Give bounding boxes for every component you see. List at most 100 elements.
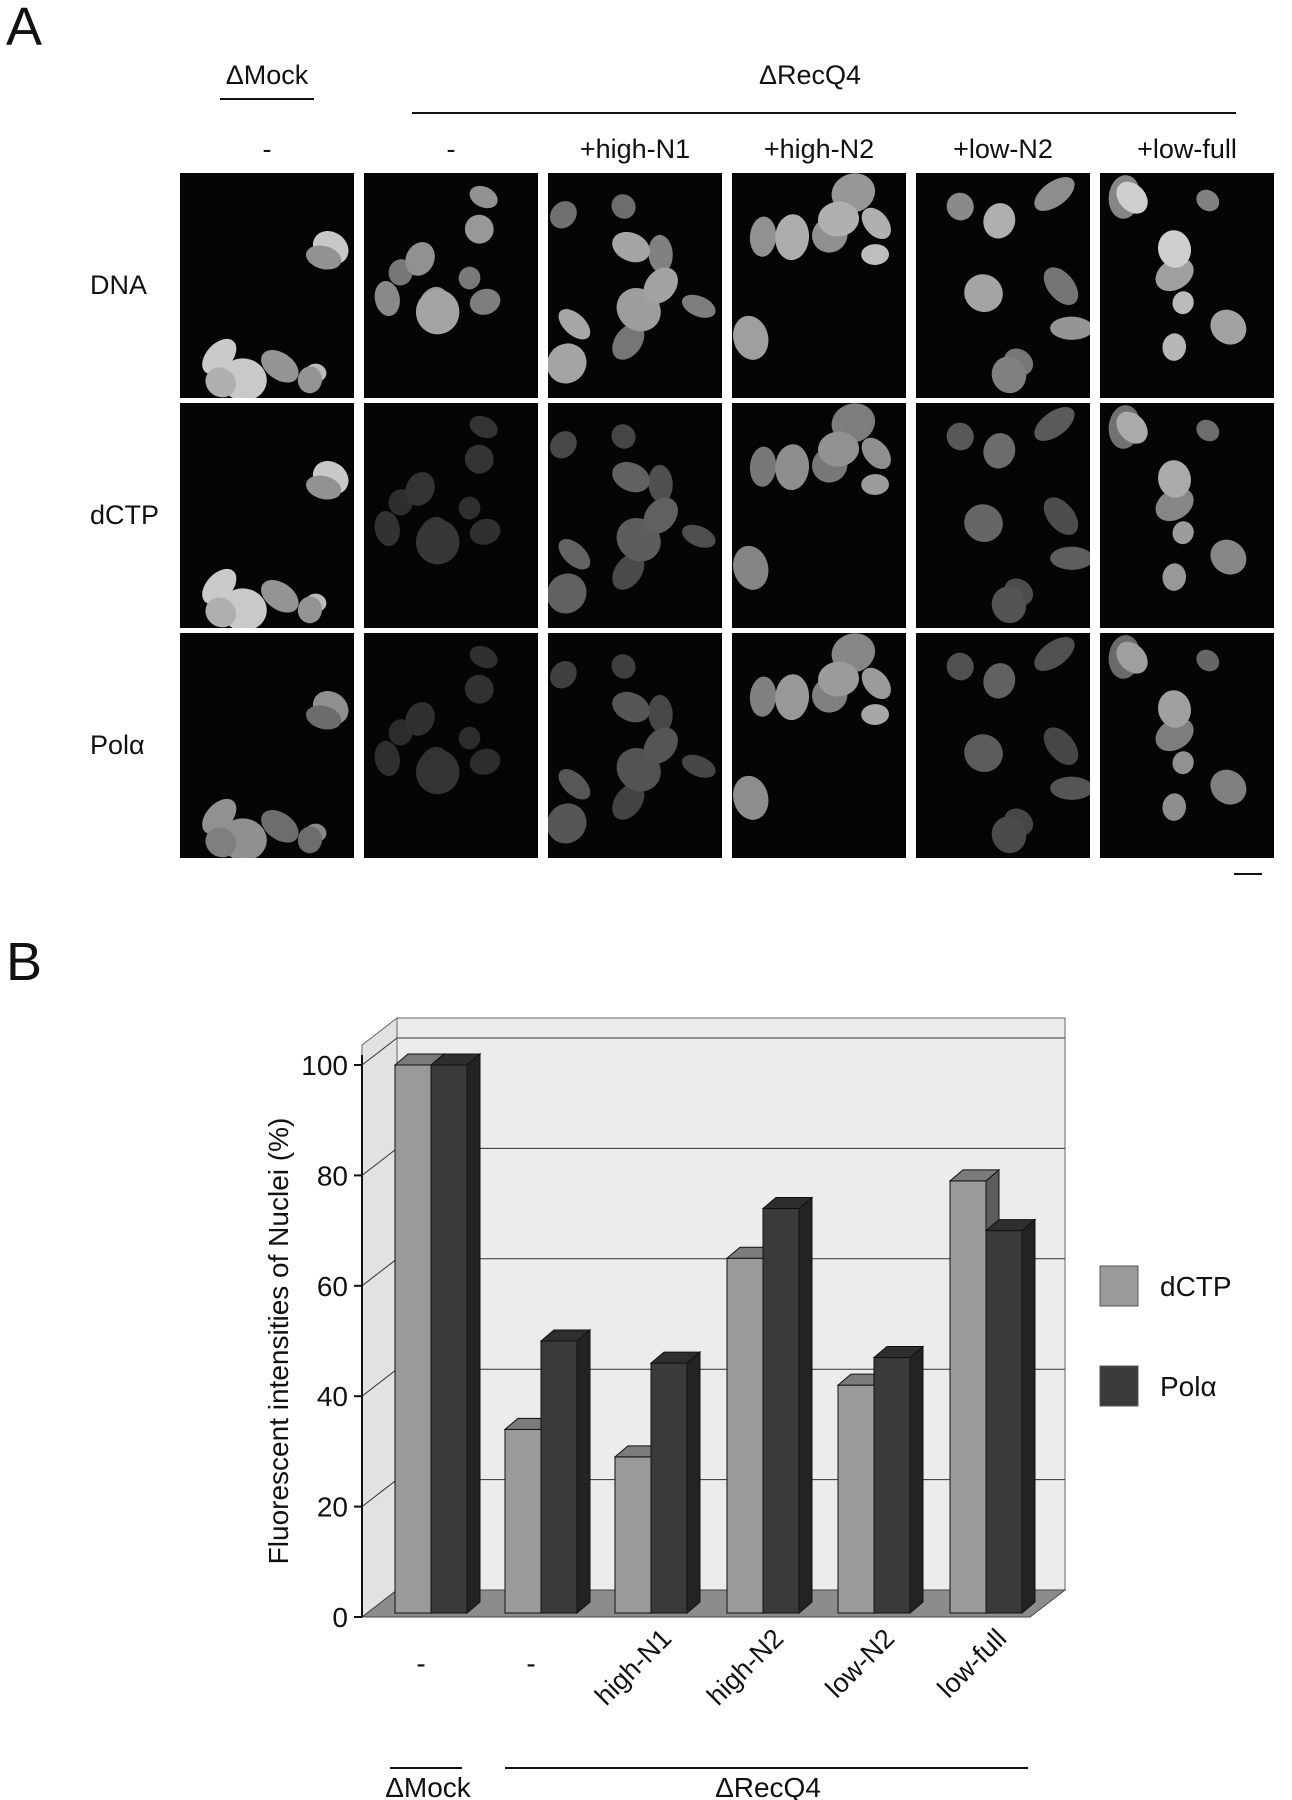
gridline-side <box>361 1148 398 1176</box>
nucleus <box>1155 487 1194 522</box>
micrograph-tile-r2-c2 <box>548 633 722 858</box>
nucleus <box>1116 181 1148 214</box>
nucleus <box>612 461 650 493</box>
group-label-recq4-b: ΔRecQ4 <box>715 1772 821 1800</box>
panel-b-letter: B <box>6 932 43 992</box>
nucleus <box>817 201 860 237</box>
gridline-side <box>361 1479 398 1507</box>
micrograph-tile-r2-c5 <box>1100 633 1274 858</box>
x-tick-label-3: high-N2 <box>701 1623 789 1711</box>
nucleus <box>946 422 974 451</box>
y-axis-label: Fluorescent intensities of Nuclei (%) <box>263 1118 294 1565</box>
bar-top-1-1 <box>539 1329 592 1342</box>
nucleus <box>549 201 577 229</box>
nucleus <box>306 705 342 730</box>
nucleus <box>405 472 435 506</box>
nucleus <box>648 694 673 733</box>
y-tick-label: 60 <box>317 1271 348 1302</box>
y-tick-label: 20 <box>317 1492 348 1523</box>
nucleus <box>991 586 1027 624</box>
nucleus <box>458 726 481 750</box>
bar-top-1-4 <box>872 1346 925 1359</box>
nucleus <box>1043 267 1079 305</box>
nucleus <box>549 431 577 459</box>
nucleus <box>611 424 636 449</box>
row-label-1: dCTP <box>90 499 160 530</box>
nucleus <box>1210 309 1247 345</box>
nucleus <box>964 274 1003 312</box>
micrograph-tile-r1-c1 <box>364 403 538 628</box>
column-header-0: - <box>262 134 272 164</box>
nucleus <box>775 674 810 721</box>
legend-label-0: dCTP <box>1160 1271 1232 1302</box>
micrograph-tile-r1-c3 <box>732 403 906 628</box>
nucleus <box>733 775 769 820</box>
bar-side-1-4 <box>909 1345 924 1615</box>
nucleus <box>464 214 494 244</box>
nucleus <box>1162 793 1187 821</box>
gridline-side <box>361 1368 398 1397</box>
group-label-recq4: ΔRecQ4 <box>758 60 862 90</box>
scale-bar <box>1234 873 1262 875</box>
nucleus <box>261 349 299 383</box>
nucleus <box>261 809 299 843</box>
bar-dctp-3 <box>726 1257 764 1614</box>
micrograph-tile-r2-c1 <box>364 633 538 858</box>
nucleus <box>1155 717 1194 752</box>
column-header-3: +high-N2 <box>763 134 875 164</box>
nucleus <box>405 702 435 736</box>
nucleus <box>983 203 1016 239</box>
nucleus <box>643 267 678 304</box>
nucleus <box>749 676 777 717</box>
micrograph-tile-r0-c0 <box>180 173 354 398</box>
micrograph-tile-r0-c2 <box>548 173 722 398</box>
nucleus <box>861 667 891 700</box>
nucleus <box>1162 563 1187 591</box>
nucleus <box>861 704 890 725</box>
bar-top-0-5 <box>948 1169 1001 1182</box>
nucleus <box>458 496 481 520</box>
nucleus <box>1050 776 1090 800</box>
nucleus <box>1050 316 1090 340</box>
nucleus <box>548 573 587 614</box>
nucleus <box>749 216 777 257</box>
y-tick-label: 80 <box>317 1160 348 1191</box>
nucleus <box>374 281 400 317</box>
nucleus <box>775 214 810 261</box>
nucleus <box>1116 641 1148 674</box>
nucleus <box>469 748 501 775</box>
nucleus <box>1196 419 1220 442</box>
nucleus <box>558 769 591 800</box>
column-header-4: +low-N2 <box>953 134 1053 164</box>
nucleus <box>681 754 716 778</box>
nucleus <box>648 464 673 503</box>
micrograph-tile-r1-c4 <box>916 403 1090 628</box>
gridline-side <box>361 1258 398 1287</box>
nucleus <box>1158 460 1191 498</box>
nucleus <box>469 185 498 209</box>
nucleus <box>1172 521 1194 545</box>
nucleus <box>374 741 400 777</box>
panel-a-letter: A <box>6 0 43 57</box>
nucleus <box>749 446 777 487</box>
x-tick-label-1: - <box>526 1648 535 1679</box>
y-tick-label: 40 <box>317 1381 348 1412</box>
nucleus <box>946 192 974 221</box>
nucleus <box>306 245 342 270</box>
nucleus <box>415 289 460 335</box>
micrograph-tile-r2-c4 <box>916 633 1090 858</box>
nucleus <box>464 674 494 704</box>
legend-label-1: Polα <box>1160 1371 1217 1402</box>
bar-top-1-3 <box>761 1197 814 1210</box>
nucleus <box>1210 769 1247 805</box>
bar-top-1-5 <box>984 1219 1037 1232</box>
nucleus <box>681 524 716 548</box>
group-label-mock: ΔMock <box>225 60 309 90</box>
legend-swatch-1 <box>1099 1365 1139 1407</box>
nucleus <box>946 652 974 681</box>
nucleus <box>1162 333 1187 361</box>
micrograph-tile-r2-c3 <box>732 633 906 858</box>
nucleus <box>612 231 650 263</box>
nucleus <box>861 437 891 470</box>
micrograph-tile-r2-c0 <box>180 633 354 858</box>
